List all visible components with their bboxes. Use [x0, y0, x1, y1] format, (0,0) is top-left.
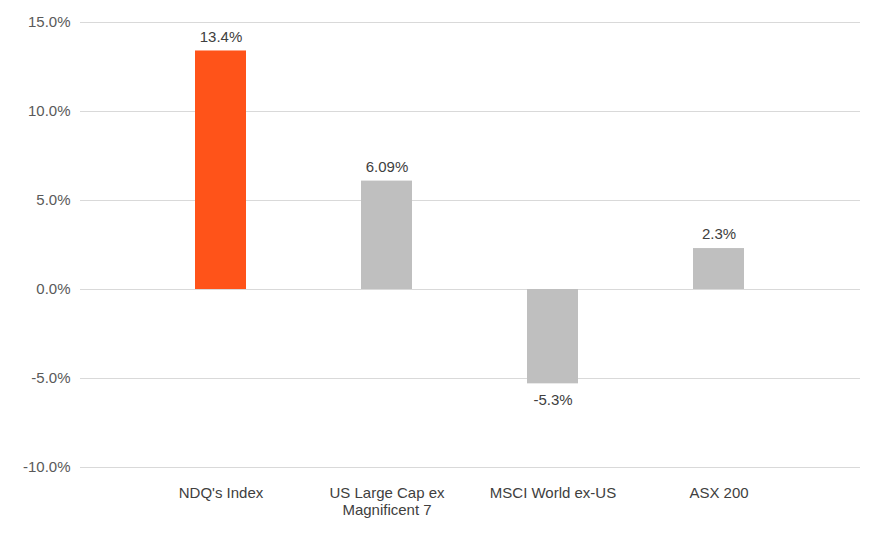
svg-text:NDQ's Index: NDQ's Index: [179, 484, 264, 501]
svg-text:US Large Cap exMagnificent 7: US Large Cap exMagnificent 7: [329, 484, 445, 518]
svg-text:-10.0%: -10.0%: [23, 458, 71, 475]
svg-text:MSCI World ex-US: MSCI World ex-US: [490, 484, 616, 501]
svg-text:6.09%: 6.09%: [366, 158, 409, 175]
svg-text:10.0%: 10.0%: [28, 102, 71, 119]
svg-text:15.0%: 15.0%: [28, 13, 71, 30]
svg-text:ASX 200: ASX 200: [689, 484, 748, 501]
svg-text:-5.0%: -5.0%: [31, 369, 70, 386]
svg-text:2.3%: 2.3%: [702, 225, 736, 242]
svg-text:13.4%: 13.4%: [200, 28, 243, 45]
svg-text:5.0%: 5.0%: [36, 191, 70, 208]
svg-text:-5.3%: -5.3%: [533, 391, 572, 408]
svg-text:0.0%: 0.0%: [36, 280, 70, 297]
